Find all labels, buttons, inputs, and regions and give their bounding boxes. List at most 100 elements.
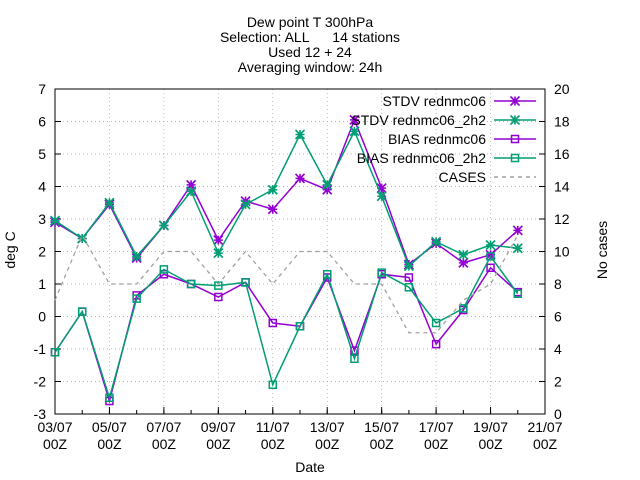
y-tick-label: 5 [38,146,46,162]
data-point-square [404,283,414,292]
data-point-square [510,153,520,163]
x-tick-label-time: 00Z [152,436,177,452]
data-point-star [267,184,278,195]
data-point-star [512,225,523,236]
data-point-star [186,186,197,197]
legend-label: STDV rednmc06 [383,93,487,109]
data-point-square [241,278,250,287]
x-tick-label-time: 00Z [97,436,122,452]
data-point-star [294,173,306,184]
data-point-star [458,249,469,260]
x-tick-label-time: 00Z [43,436,68,452]
data-point-square [214,292,223,302]
data-point-star [240,199,251,210]
x-tick-label: 15/07 [364,419,399,435]
series-3 [50,252,523,402]
series-line [54,266,519,404]
y-tick-label: -2 [34,374,47,390]
y-axis-label: deg C [2,231,18,268]
data-point-star [349,126,360,137]
data-point-star [485,239,496,251]
data-point-square [186,279,196,289]
data-point-star [77,233,88,244]
axes: -3-2-1012345670246810121416182003/0700Z0… [34,81,570,452]
data-point-square [350,354,359,363]
data-point-square [132,294,141,303]
grid [54,88,546,415]
data-point-star [485,249,496,260]
data-point-star [509,95,521,107]
chart-title: Dew point T 300hPa Selection: ALL 14 sta… [220,14,400,75]
data-point-star [213,248,224,259]
x-tick-label: 03/07 [37,419,72,435]
data-point-square [295,322,305,331]
data-point-star [512,243,523,254]
x-tick-label-time: 00Z [315,436,340,452]
x-tick-label-time: 00Z [424,436,449,452]
y2-tick-label: 10 [554,244,570,260]
y-tick-label: 0 [38,309,46,325]
legend-label: BIAS rednmc06 [388,131,486,147]
data-point-square [159,270,169,279]
data-point-square [268,318,278,328]
data-point-square [322,270,332,279]
x-tick-label-time: 00Z [478,436,503,452]
x-tick-label-time: 00Z [206,436,231,452]
legend-label: BIAS rednmc06_2h2 [357,150,486,166]
data-point-star [49,215,61,226]
legend-label: CASES [439,169,486,185]
data-point-square [214,281,223,290]
series-line [54,233,519,334]
data-point-square [459,304,468,313]
legend-label: STDV rednmc06_2h2 [351,112,486,128]
data-point-star [267,204,278,215]
y-tick-label: 1 [38,276,46,292]
x-tick-label: 21/07 [527,419,562,435]
y2-tick-label: 16 [554,146,570,162]
x-tick-label: 09/07 [201,419,236,435]
x-axis-label: Date [295,459,325,475]
series-line [54,129,518,268]
data-point-star [186,179,197,190]
x-tick-label: 07/07 [146,419,181,435]
y2-tick-label: 4 [554,341,562,357]
data-point-star [322,179,333,190]
y-tick-label: -1 [34,341,47,357]
y2-tick-label: 20 [554,81,570,97]
data-point-star [213,235,224,246]
x-tick-label: 19/07 [473,419,508,435]
y2-tick-label: 14 [554,179,570,195]
data-point-square [431,339,441,349]
data-point-square [377,268,386,277]
y-tick-label: 6 [38,114,46,130]
y2-tick-label: 12 [554,211,570,227]
series-line [54,254,519,401]
data-point-star [322,184,333,195]
data-point-square [510,134,520,144]
x-tick-label: 05/07 [92,419,127,435]
data-point-square [431,318,441,328]
data-point-star [509,114,521,126]
y2-tick-label: 2 [554,374,562,390]
title-line-2: Selection: ALL 14 stations [220,29,400,45]
data-point-star [131,251,142,262]
data-point-star [376,191,387,202]
y2-axis-label: No cases [594,221,610,279]
data-point-square [486,263,495,272]
series [49,114,523,406]
y-tick-label: -3 [34,406,47,422]
series-1 [49,126,523,272]
title-line-4: Averaging window: 24h [238,59,383,75]
y-tick-label: 3 [38,211,46,227]
data-point-square [159,265,169,274]
data-point-square [513,289,523,298]
y-tick-label: 7 [38,81,46,97]
y-tick-label: 2 [38,244,46,260]
x-tick-label: 11/07 [256,419,290,435]
series-2 [50,263,523,406]
data-point-square [105,393,114,402]
y2-tick-label: 8 [554,276,562,292]
y-tick-label: 4 [38,179,46,195]
data-point-square [268,380,278,389]
